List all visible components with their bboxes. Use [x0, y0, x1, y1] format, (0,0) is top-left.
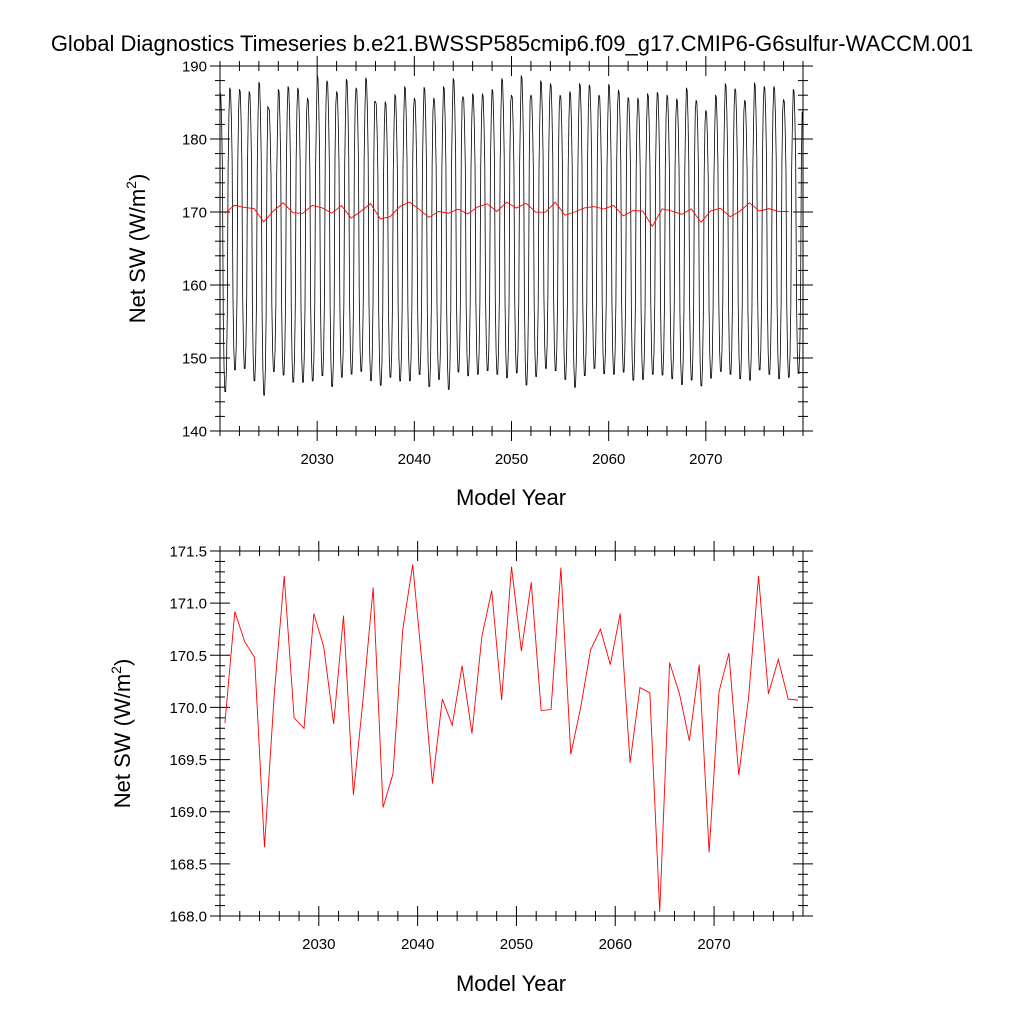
x-tick-label: 2030 — [300, 451, 333, 468]
y-tick-label: 169.0 — [169, 804, 207, 821]
top-plot-frame — [219, 65, 804, 432]
x-tick-label: 2070 — [689, 451, 722, 468]
bottom-tick-labels: 2030 2040 2050 2060 2070 168.0 168.5 169.0 169.5… — [169, 544, 730, 954]
x-tick-label: 2070 — [697, 936, 730, 953]
x-tick-label: 2030 — [302, 936, 335, 953]
chart-title: Global Diagnostics Timeseries b.e21.BWSS… — [51, 31, 973, 56]
top-x-axis-title: Model Year — [456, 485, 566, 510]
bottom-panel: 2030 2040 2050 2060 2070 168.0 168.5 169.0 169.5… — [108, 541, 813, 996]
y-tick-label: 140 — [182, 424, 207, 441]
y-tick-label: 169.5 — [169, 752, 207, 769]
annual-mean-series-line — [224, 564, 799, 912]
bottom-plot-frame — [219, 550, 804, 917]
bottom-y-axis-title: Net SW (W/m2) — [108, 659, 135, 809]
y-tick-label: 171.0 — [169, 596, 207, 613]
y-tick-label: 190 — [182, 59, 207, 76]
bottom-x-axis-title: Model Year — [456, 971, 566, 996]
y-tick-label: 171.5 — [169, 544, 207, 561]
x-tick-label: 2040 — [398, 451, 431, 468]
y-tick-label: 168.0 — [169, 909, 207, 926]
annual-mean-series-line — [224, 201, 789, 228]
y-tick-label: 170.0 — [169, 700, 207, 717]
x-tick-label: 2060 — [599, 936, 632, 953]
top-tick-labels: 2030 2040 2050 2060 2070 140 150 160 170 180 190 — [182, 59, 723, 469]
y-tick-label: 180 — [182, 132, 207, 149]
top-series — [219, 75, 803, 396]
top-ticks — [210, 56, 813, 441]
bottom-ticks — [210, 541, 813, 926]
top-y-axis-title: Net SW (W/m2) — [123, 174, 150, 324]
top-panel: 2030 2040 2050 2060 2070 140 150 160 170 180 190 M… — [123, 56, 813, 510]
y-tick-label: 160 — [182, 278, 207, 295]
bottom-series — [224, 564, 799, 912]
y-tick-label: 168.5 — [169, 856, 207, 873]
x-tick-label: 2060 — [592, 451, 625, 468]
x-tick-label: 2050 — [500, 936, 533, 953]
x-tick-label: 2050 — [495, 451, 528, 468]
y-tick-label: 170 — [182, 205, 207, 222]
y-tick-label: 150 — [182, 351, 207, 368]
monthly-series-line — [219, 75, 803, 396]
y-tick-label: 170.5 — [169, 648, 207, 665]
x-tick-label: 2040 — [401, 936, 434, 953]
